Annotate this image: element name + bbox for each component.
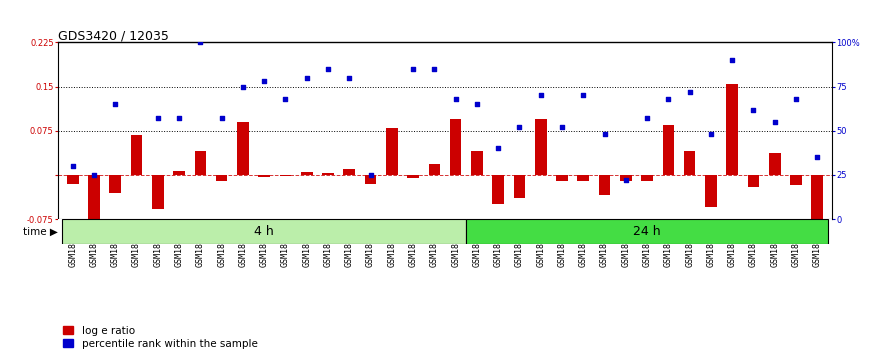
Point <box>363 172 377 178</box>
Bar <box>215 175 228 181</box>
Point <box>576 93 590 98</box>
Bar <box>492 175 504 204</box>
Point <box>683 89 697 95</box>
Point <box>150 115 165 121</box>
Bar <box>174 171 185 175</box>
Bar <box>578 175 589 181</box>
Bar <box>812 175 823 228</box>
Bar <box>535 119 546 175</box>
Bar <box>684 152 695 175</box>
Point <box>257 79 271 84</box>
Point <box>725 57 740 63</box>
Bar <box>449 119 462 175</box>
Point <box>193 40 207 45</box>
Bar <box>662 125 675 175</box>
Bar <box>237 122 249 175</box>
Point <box>449 96 463 102</box>
Bar <box>471 152 482 175</box>
Point <box>172 115 186 121</box>
Bar <box>152 175 164 209</box>
Bar <box>131 135 142 175</box>
Point <box>597 131 611 137</box>
Bar <box>408 175 419 178</box>
Point <box>87 172 101 178</box>
Point <box>66 163 80 169</box>
Bar <box>514 175 525 199</box>
Text: GDS3420 / 12035: GDS3420 / 12035 <box>58 29 169 42</box>
Point <box>214 115 229 121</box>
Point <box>810 154 824 160</box>
Bar <box>748 175 759 187</box>
Point <box>300 75 314 81</box>
Text: 24 h: 24 h <box>634 225 661 238</box>
Bar <box>726 84 738 175</box>
Point <box>789 96 803 102</box>
Bar <box>258 175 270 177</box>
Point <box>534 93 548 98</box>
Text: time ▶: time ▶ <box>23 227 58 236</box>
Point <box>619 177 633 183</box>
Point <box>470 102 484 107</box>
Point <box>747 107 761 113</box>
Bar <box>769 153 781 175</box>
Bar <box>365 175 376 184</box>
Bar <box>109 175 121 193</box>
Point <box>279 96 293 102</box>
Bar <box>599 175 611 195</box>
Point <box>491 145 506 151</box>
Bar <box>386 128 398 175</box>
Bar <box>705 175 716 207</box>
Point <box>129 22 143 28</box>
Point <box>321 66 336 72</box>
Point <box>236 84 250 90</box>
Bar <box>790 175 802 185</box>
Bar <box>195 152 206 175</box>
Point <box>513 124 527 130</box>
Bar <box>279 175 291 176</box>
Point <box>554 124 569 130</box>
Point <box>661 96 676 102</box>
Point <box>406 66 420 72</box>
Bar <box>556 175 568 181</box>
Bar <box>322 173 334 175</box>
Bar <box>641 175 653 181</box>
Bar <box>428 164 441 175</box>
Legend: log e ratio, percentile rank within the sample: log e ratio, percentile rank within the … <box>63 326 258 349</box>
Point <box>704 131 718 137</box>
Point <box>342 75 356 81</box>
Point <box>640 115 654 121</box>
Point <box>767 119 781 125</box>
Point <box>109 102 123 107</box>
Bar <box>344 169 355 175</box>
Bar <box>620 175 632 181</box>
Bar <box>466 219 828 244</box>
Point <box>427 66 441 72</box>
Bar <box>301 172 312 175</box>
Text: 4 h: 4 h <box>255 225 274 238</box>
Bar <box>88 175 100 225</box>
Bar <box>67 175 78 184</box>
Bar <box>62 219 466 244</box>
